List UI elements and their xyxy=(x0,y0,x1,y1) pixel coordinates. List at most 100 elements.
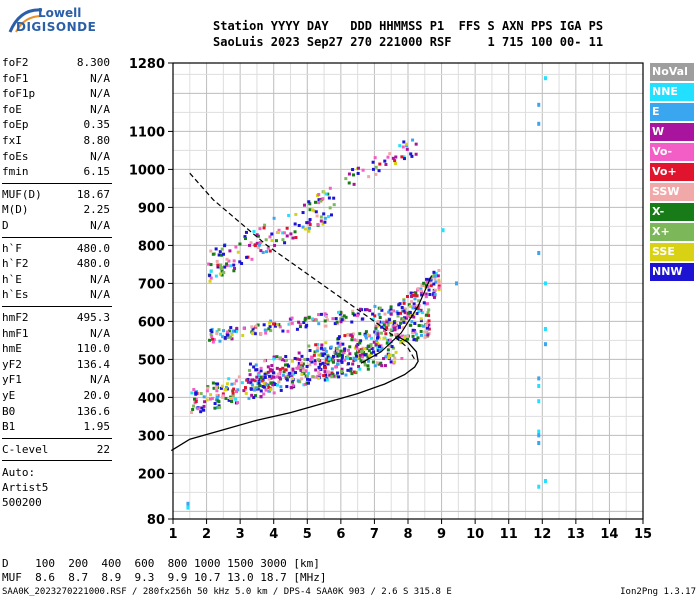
echo-point xyxy=(254,368,258,372)
echo-point xyxy=(376,348,380,352)
echo-point xyxy=(347,181,351,185)
echo-point xyxy=(405,295,409,299)
echo-point xyxy=(537,251,541,255)
param-value: N/A xyxy=(90,272,110,286)
logo-arc-icon xyxy=(8,8,43,33)
echo-point xyxy=(294,212,298,216)
echo-point xyxy=(360,355,364,359)
echo-point xyxy=(422,301,426,305)
echo-point xyxy=(317,313,321,317)
echo-point xyxy=(351,309,355,313)
param-value: 110.0 xyxy=(76,342,110,356)
echo-point xyxy=(413,330,417,334)
echo-point xyxy=(270,364,274,368)
echo-point xyxy=(319,215,323,219)
echo-point xyxy=(276,372,280,376)
echo-point xyxy=(367,349,371,353)
echo-point xyxy=(303,357,307,361)
echo-point xyxy=(352,359,356,363)
echo-point xyxy=(271,383,275,387)
echo-point xyxy=(415,294,419,298)
echo-point xyxy=(412,304,416,308)
y-tick-label: 800 xyxy=(138,239,165,254)
echo-point xyxy=(420,293,424,297)
echo-point xyxy=(259,366,263,370)
echo-point xyxy=(369,351,373,355)
echo-point xyxy=(376,341,380,345)
echo-point xyxy=(268,389,272,393)
echo-point xyxy=(243,386,247,390)
echo-point xyxy=(364,334,368,338)
echo-point xyxy=(378,306,382,310)
echo-point xyxy=(419,319,423,323)
echo-point xyxy=(333,322,337,326)
echo-point xyxy=(376,330,380,334)
echo-point xyxy=(301,367,305,371)
echo-point xyxy=(390,345,394,349)
echo-point xyxy=(314,368,318,372)
x-tick-label: 9 xyxy=(437,527,446,542)
echo-point xyxy=(311,317,315,321)
echo-point xyxy=(347,362,351,366)
echo-point xyxy=(259,332,263,336)
param-separator xyxy=(2,236,112,238)
echo-point xyxy=(386,323,390,327)
echo-point xyxy=(543,342,547,347)
param-value: N/A xyxy=(90,87,110,101)
echo-point xyxy=(263,359,267,363)
echo-point xyxy=(221,252,225,256)
echo-point xyxy=(196,407,200,411)
echo-point xyxy=(228,396,232,400)
echo-point xyxy=(428,292,432,296)
echo-point xyxy=(338,353,342,357)
echo-point xyxy=(221,384,225,388)
echo-point xyxy=(225,257,229,261)
echo-point xyxy=(253,379,257,383)
echo-point xyxy=(340,367,344,371)
echo-point xyxy=(389,328,393,332)
echo-point xyxy=(433,274,437,278)
echo-point xyxy=(291,367,295,371)
echo-point xyxy=(381,320,385,324)
echo-point xyxy=(300,372,304,376)
echo-point xyxy=(371,312,375,316)
echo-point xyxy=(323,366,327,370)
echo-point xyxy=(275,355,279,359)
echo-point xyxy=(315,214,319,218)
echo-point xyxy=(419,333,423,337)
echo-point xyxy=(265,383,269,387)
echo-point xyxy=(300,354,304,358)
echo-point xyxy=(537,484,541,489)
echo-point xyxy=(307,221,311,225)
echo-point xyxy=(371,360,375,364)
echo-point xyxy=(343,334,347,338)
echo-point xyxy=(393,356,397,360)
echo-point xyxy=(278,370,282,374)
echo-point xyxy=(403,311,407,315)
echo-point xyxy=(347,172,351,176)
param-name: B0 xyxy=(2,404,16,418)
echo-point xyxy=(543,479,547,483)
echo-point xyxy=(332,196,336,200)
param-value: N/A xyxy=(90,149,110,163)
echo-point xyxy=(330,367,334,371)
param-row: h`E N/A xyxy=(2,273,112,289)
echo-point xyxy=(331,357,335,361)
echo-point xyxy=(425,277,429,281)
param-row: fmin 6.15 xyxy=(2,165,112,181)
echo-point xyxy=(377,362,381,366)
echo-point xyxy=(323,378,327,382)
echo-point xyxy=(277,230,281,234)
echo-point xyxy=(321,222,325,226)
echo-point xyxy=(334,354,338,358)
echo-point xyxy=(273,324,277,328)
echo-point xyxy=(234,390,238,394)
echo-point xyxy=(281,373,285,377)
echo-point xyxy=(290,321,294,325)
param-value: 1.95 xyxy=(83,420,111,434)
param-value: N/A xyxy=(90,71,110,85)
echo-point xyxy=(339,320,343,324)
echo-point xyxy=(364,330,368,334)
echo-point xyxy=(537,121,541,126)
